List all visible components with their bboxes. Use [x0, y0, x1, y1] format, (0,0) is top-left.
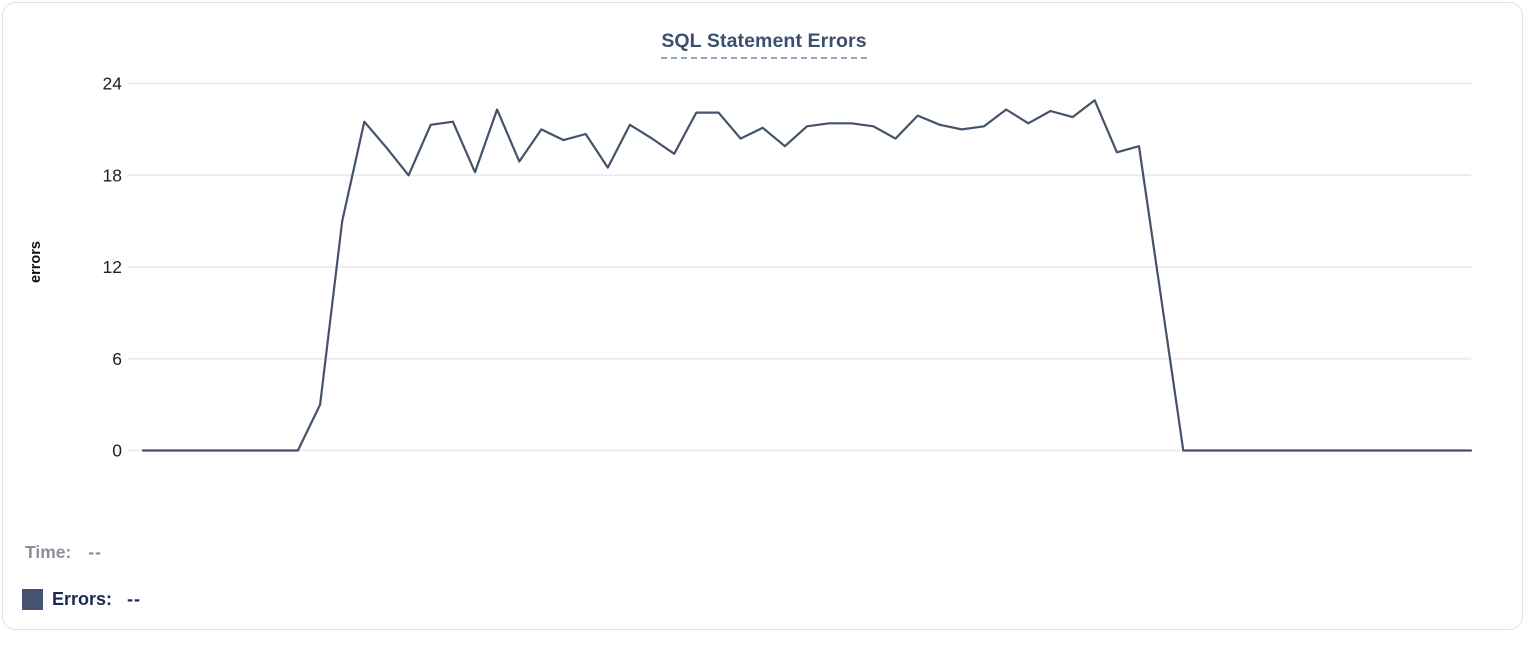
errors-label: Errors: — [52, 589, 113, 609]
y-tick-label: 24 — [103, 74, 123, 94]
y-tick-label: 0 — [112, 441, 122, 461]
legend-item-errors[interactable]: Errors: -- — [22, 589, 141, 610]
errors-value: -- — [127, 589, 142, 609]
time-value: -- — [88, 542, 103, 562]
series-line-errors — [141, 99, 1473, 452]
y-tick-label: 12 — [103, 257, 122, 277]
y-tick-label: 18 — [103, 165, 122, 185]
time-label: Time: — [25, 542, 72, 562]
line-chart-canvas[interactable]: 061218249:169:179:189:199:209:219:229:23… — [0, 0, 1528, 510]
chart-title[interactable]: SQL Statement Errors — [661, 30, 867, 59]
errors-series-swatch — [22, 589, 43, 610]
y-tick-label: 6 — [112, 349, 122, 369]
chart-card — [2, 2, 1523, 630]
chart-header: SQL Statement Errors — [0, 30, 1528, 59]
y-axis-label: errors — [28, 241, 44, 283]
hover-readout-time: Time: -- — [25, 542, 102, 563]
